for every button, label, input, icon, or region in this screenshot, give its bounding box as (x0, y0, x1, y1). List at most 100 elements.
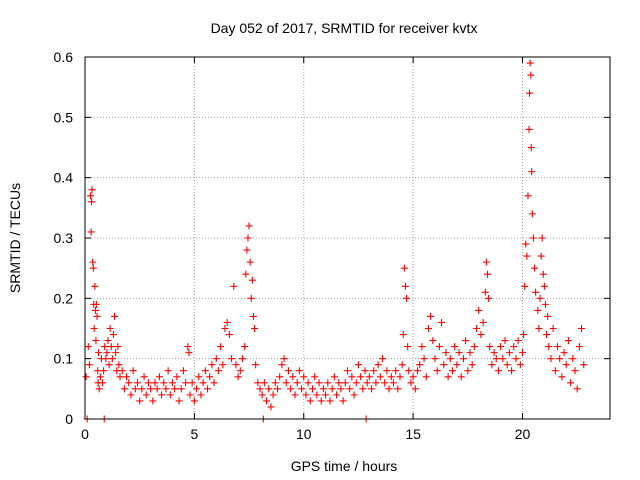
data-point (88, 186, 96, 194)
data-point (319, 385, 327, 393)
data-point (326, 397, 334, 405)
data-point (523, 252, 531, 260)
data-point (171, 385, 179, 393)
data-point (549, 325, 557, 332)
data-point (396, 373, 404, 381)
data-point (228, 355, 236, 363)
data-point (160, 379, 168, 387)
data-point (204, 385, 211, 393)
data-point (485, 294, 493, 302)
data-point (289, 373, 297, 381)
data-point (335, 379, 343, 387)
data-point (510, 343, 518, 351)
data-point (528, 210, 536, 218)
data-point (111, 312, 119, 320)
data-point (534, 306, 542, 314)
data-point (315, 379, 323, 387)
data-point (477, 331, 485, 339)
data-point (376, 373, 384, 381)
data-point (134, 379, 141, 387)
data-point (392, 367, 400, 375)
data-point (573, 385, 581, 393)
data-point (82, 373, 90, 381)
data-point (544, 312, 552, 320)
data-point (151, 379, 159, 387)
data-point (185, 349, 193, 357)
data-point (499, 355, 507, 363)
data-point (528, 168, 536, 176)
data-point (433, 367, 441, 375)
data-point (381, 379, 389, 387)
data-point (118, 367, 126, 375)
x-tick-label: 0 (81, 426, 89, 442)
data-point (278, 361, 286, 369)
data-point (173, 373, 181, 381)
data-point (105, 361, 113, 369)
data-point (129, 367, 137, 375)
data-point (470, 343, 478, 351)
data-point (219, 361, 227, 369)
data-point (350, 391, 358, 399)
data-point (479, 318, 487, 326)
data-point (545, 343, 553, 351)
data-point (560, 349, 568, 357)
data-point (385, 385, 393, 393)
data-point (354, 361, 362, 369)
data-point (481, 288, 489, 296)
data-point (519, 349, 526, 357)
data-point (96, 373, 104, 381)
data-point (116, 373, 124, 381)
data-point (535, 325, 543, 332)
data-point (243, 246, 251, 254)
data-point (271, 379, 279, 387)
data-point (541, 300, 549, 308)
data-point (451, 343, 459, 351)
data-point (142, 391, 150, 399)
data-point (455, 349, 463, 357)
data-point (244, 234, 252, 242)
data-point (293, 379, 301, 387)
x-tick-label: 20 (515, 426, 531, 442)
data-point (284, 367, 292, 375)
data-point (522, 240, 530, 248)
data-point (339, 397, 347, 405)
data-point (232, 361, 240, 369)
data-point (287, 385, 295, 393)
data-point (554, 343, 561, 351)
data-point (252, 361, 260, 369)
data-point (158, 391, 166, 399)
data-point (357, 373, 365, 381)
data-point (112, 349, 120, 357)
data-point (127, 391, 135, 399)
data-point (201, 367, 209, 375)
y-axis-label: SRMTID / TECUs (7, 183, 23, 293)
data-point (359, 385, 367, 393)
data-point (295, 367, 303, 375)
y-tick-label: 0.5 (54, 109, 74, 125)
data-point (114, 343, 122, 351)
data-point (175, 397, 183, 405)
data-point (89, 258, 97, 266)
data-point (346, 385, 354, 393)
data-point (103, 349, 111, 357)
data-point (490, 349, 498, 357)
data-point (501, 337, 509, 345)
data-point (197, 391, 205, 399)
data-point (182, 379, 190, 387)
data-point (435, 343, 443, 351)
data-point (484, 270, 491, 278)
data-point (536, 294, 544, 302)
data-point (348, 373, 356, 381)
data-point (508, 367, 516, 375)
data-point (520, 331, 528, 339)
data-point (556, 355, 564, 363)
data-point (92, 306, 99, 314)
data-point (526, 59, 534, 67)
data-point (529, 234, 537, 242)
data-point (131, 385, 139, 393)
data-point (414, 367, 421, 375)
data-point (462, 337, 470, 345)
x-tick-label: 5 (190, 426, 198, 442)
data-point (526, 89, 533, 97)
data-point (107, 343, 115, 351)
